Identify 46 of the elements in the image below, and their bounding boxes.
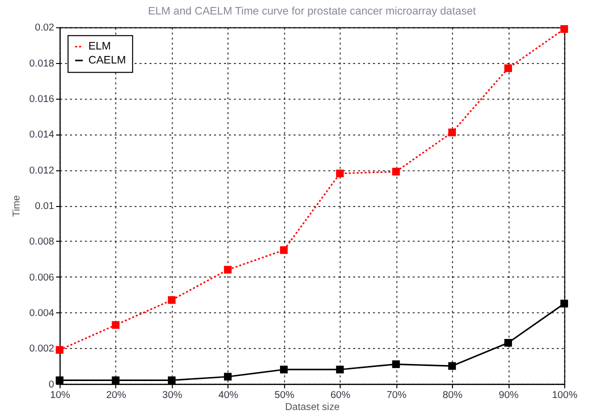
point [336,170,344,178]
x-tick-label: 90% [498,390,519,402]
x-tick-label: 50% [274,390,294,402]
point [224,372,232,381]
x-tick-label: 70% [386,390,407,402]
point [224,266,232,274]
y-tick-label: 0.02 [34,22,55,34]
x-axis-title: Dataset size [285,402,340,414]
legend-label: ELM [88,40,111,53]
legend-label: CAELM [88,54,126,66]
point [448,128,456,136]
y-tick-label: 0.002 [29,344,55,355]
point [504,338,512,347]
y-tick-label: 0.01 [34,200,55,212]
y-tick-label: 0.012 [29,165,55,176]
x-tick-label: 40% [218,390,238,402]
y-axis-title: Time [11,194,22,217]
x-tick-label: 80% [442,390,463,402]
point [392,168,400,176]
x-tick-label: 30% [162,390,182,402]
chart-title: ELM and CAELM Time curve for prostate cancer microarray dataset [148,5,476,18]
point [168,376,176,384]
y-tick-label: 0.008 [29,236,55,248]
point [392,360,400,368]
point [448,362,456,370]
point [280,366,288,374]
point [336,366,344,374]
y-tick-label: 0.006 [29,272,55,284]
y-tick-label: 0 [48,379,55,390]
y-tick-label: 0.018 [29,58,55,70]
point [504,64,512,72]
point [560,300,568,308]
x-tick-label: 10% [50,390,70,402]
y-tick-label: 0.014 [29,130,55,141]
point [112,376,120,384]
x-tick-label: 20% [106,390,126,402]
y-tick-label: 0.004 [29,308,55,319]
point [56,346,64,354]
y-tick-label: 0.016 [29,94,55,106]
point [112,321,120,329]
x-tick-label: 100% [552,390,578,402]
point [280,246,288,254]
x-tick-label: 60% [330,390,351,402]
point [56,376,64,384]
point [560,25,568,33]
point [168,296,176,304]
